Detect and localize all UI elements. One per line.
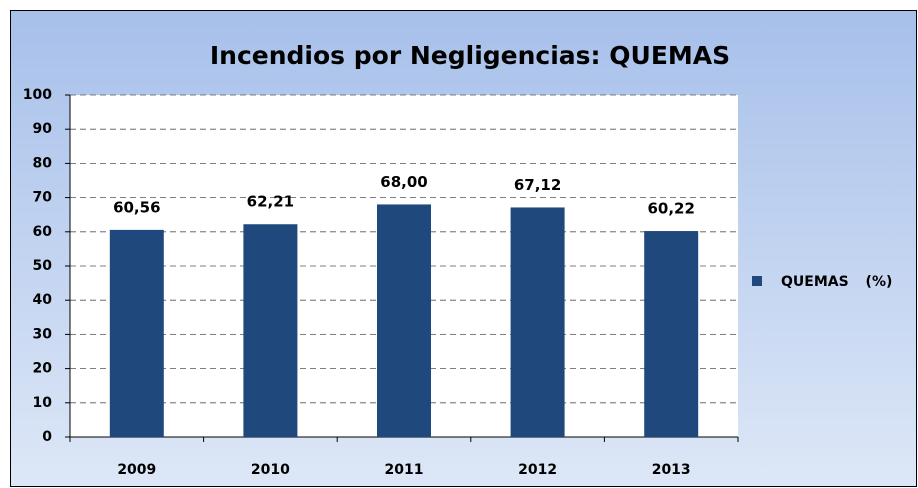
value-label: 67,12 [514, 176, 561, 194]
y-tick-label: 50 [33, 258, 53, 274]
value-label: 60,22 [647, 200, 694, 218]
bar [644, 231, 699, 437]
value-label: 68,00 [380, 173, 427, 191]
legend-marker [752, 276, 762, 286]
x-tick-label: 2009 [117, 462, 156, 478]
bar [377, 204, 431, 437]
y-tick-label: 60 [33, 224, 53, 240]
x-tick-label: 2013 [652, 462, 691, 478]
y-tick-label: 0 [42, 429, 52, 445]
x-tick-label: 2010 [251, 462, 290, 478]
bar [510, 207, 565, 437]
x-tick-label: 2012 [518, 462, 557, 478]
y-tick-label: 90 [33, 121, 53, 137]
bar [109, 229, 164, 437]
bar [243, 224, 298, 437]
y-tick-label: 40 [33, 292, 53, 308]
y-tick-label: 100 [23, 87, 52, 103]
x-tick-label: 2011 [385, 462, 424, 478]
y-tick-label: 10 [33, 395, 53, 411]
y-tick-label: 70 [33, 190, 53, 206]
chart-title: Incendios por Negligencias: QUEMAS [210, 41, 730, 70]
y-tick-label: 80 [33, 155, 53, 171]
value-label: 62,21 [247, 193, 294, 211]
value-label: 60,56 [113, 198, 160, 216]
legend-label: QUEMAS (%) [781, 274, 892, 290]
y-tick-label: 20 [33, 361, 53, 377]
y-tick-label: 30 [33, 326, 53, 342]
